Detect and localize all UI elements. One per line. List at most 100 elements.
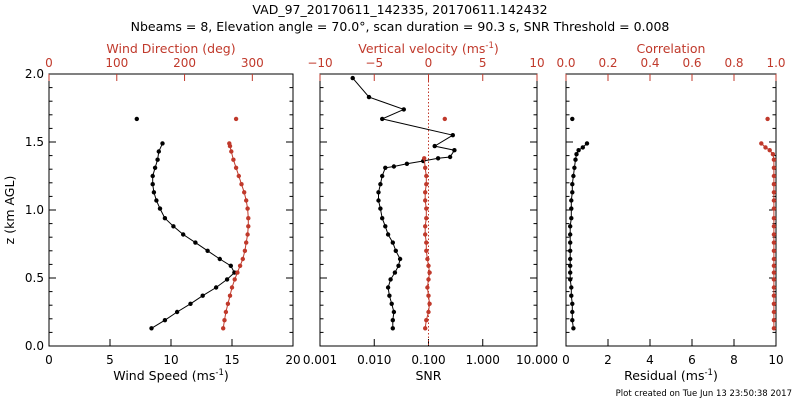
x-bottom-tick-label: 1.000 bbox=[466, 353, 500, 367]
data-point bbox=[227, 293, 233, 298]
data-point bbox=[233, 165, 239, 170]
x-bottom-tick-label: 0.100 bbox=[411, 353, 445, 367]
data-point bbox=[568, 270, 573, 275]
data-point bbox=[424, 318, 429, 323]
data-point bbox=[245, 232, 250, 237]
data-point bbox=[380, 116, 385, 122]
figure-title-line1: VAD_97_20170611_142335, 20170611.142432 bbox=[252, 2, 547, 17]
x-bottom-tick-label: 10.000 bbox=[516, 353, 558, 367]
data-point bbox=[188, 301, 193, 306]
data-point bbox=[771, 248, 777, 253]
x-top-tick-label: 200 bbox=[173, 56, 196, 70]
x-bottom-axis-label: SNR bbox=[416, 368, 442, 383]
data-point bbox=[771, 232, 777, 237]
x-bottom-tick-label: 4 bbox=[646, 353, 654, 367]
data-point bbox=[572, 165, 577, 170]
data-point bbox=[570, 116, 575, 122]
data-point bbox=[246, 224, 251, 229]
data-point bbox=[404, 161, 410, 166]
x-bottom-tick-label: 2 bbox=[604, 353, 612, 367]
x-top-axis-label: Wind Direction (deg) bbox=[106, 41, 235, 56]
data-point bbox=[570, 301, 575, 306]
data-point bbox=[396, 263, 401, 268]
data-point bbox=[569, 198, 574, 203]
data-point bbox=[244, 240, 249, 245]
data-point bbox=[771, 309, 777, 315]
x-top-tick-label: 0.0 bbox=[556, 56, 575, 70]
plot-frame bbox=[565, 73, 777, 347]
data-point bbox=[181, 232, 186, 237]
x-bottom-tick-label: 8 bbox=[730, 353, 738, 367]
data-point bbox=[770, 152, 776, 157]
data-point bbox=[378, 206, 383, 211]
data-point bbox=[232, 277, 237, 282]
data-point bbox=[771, 173, 777, 179]
x-top-tick-label: 1.0 bbox=[766, 56, 785, 70]
data-point bbox=[576, 148, 581, 153]
data-point bbox=[227, 141, 232, 146]
data-point bbox=[242, 190, 247, 195]
y-tick-label: 1.5 bbox=[25, 135, 44, 149]
data-point bbox=[200, 293, 205, 298]
data-point bbox=[225, 301, 231, 306]
data-point bbox=[423, 198, 428, 203]
x-top-axis-label: Correlation bbox=[637, 41, 706, 56]
data-point bbox=[393, 248, 398, 253]
x-top-tick-label: 300 bbox=[241, 56, 264, 70]
data-point bbox=[771, 285, 777, 290]
data-point bbox=[389, 301, 394, 306]
data-point bbox=[767, 148, 772, 153]
data-point bbox=[771, 182, 777, 187]
data-point bbox=[423, 190, 428, 195]
x-top-tick-label: 0.6 bbox=[682, 56, 701, 70]
data-point bbox=[570, 182, 575, 187]
data-point bbox=[150, 173, 155, 179]
data-point bbox=[229, 285, 235, 290]
data-point bbox=[222, 318, 227, 323]
data-point bbox=[765, 116, 770, 122]
y-tick-label: 0.5 bbox=[25, 271, 44, 285]
data-point bbox=[571, 173, 576, 179]
data-point bbox=[771, 326, 777, 331]
data-point bbox=[771, 224, 777, 229]
x-top-tick-label: 0.4 bbox=[640, 56, 659, 70]
data-point bbox=[426, 309, 431, 315]
x-bottom-tick-label: 6 bbox=[688, 353, 696, 367]
data-point bbox=[217, 256, 222, 262]
data-point bbox=[151, 190, 157, 195]
data-point bbox=[156, 149, 161, 154]
data-point bbox=[568, 256, 573, 262]
data-point bbox=[771, 277, 777, 282]
data-point bbox=[401, 107, 406, 112]
x-bottom-tick-label: 0.010 bbox=[357, 353, 391, 367]
x-bottom-tick-label: 20 bbox=[285, 353, 300, 367]
data-point bbox=[571, 326, 576, 331]
data-point bbox=[154, 198, 159, 203]
data-point bbox=[426, 263, 431, 268]
data-point bbox=[450, 133, 455, 138]
x-top-tick-label: 0 bbox=[425, 56, 433, 70]
data-point bbox=[763, 145, 768, 150]
data-point bbox=[224, 277, 230, 282]
data-point bbox=[568, 232, 573, 237]
data-point bbox=[570, 190, 575, 195]
data-point bbox=[771, 157, 777, 162]
data-point bbox=[427, 301, 432, 306]
data-point bbox=[574, 152, 579, 157]
data-point bbox=[134, 116, 139, 122]
data-point bbox=[213, 285, 219, 290]
data-point bbox=[424, 240, 429, 245]
x-top-tick-label: 5 bbox=[479, 56, 487, 70]
correlation-panel: 0 2 4 6 8 10 0.0 0.2 0.4 0.6 0.8 1.0 Residual (ms-1)… bbox=[556, 41, 785, 383]
data-point bbox=[570, 309, 575, 315]
data-point bbox=[229, 149, 234, 154]
data-point bbox=[570, 318, 575, 323]
data-point bbox=[235, 270, 240, 275]
data-point bbox=[568, 224, 573, 229]
data-point bbox=[366, 94, 372, 100]
data-point bbox=[423, 232, 428, 237]
data-point bbox=[246, 216, 251, 221]
data-point bbox=[771, 240, 777, 245]
data-point bbox=[447, 154, 453, 160]
